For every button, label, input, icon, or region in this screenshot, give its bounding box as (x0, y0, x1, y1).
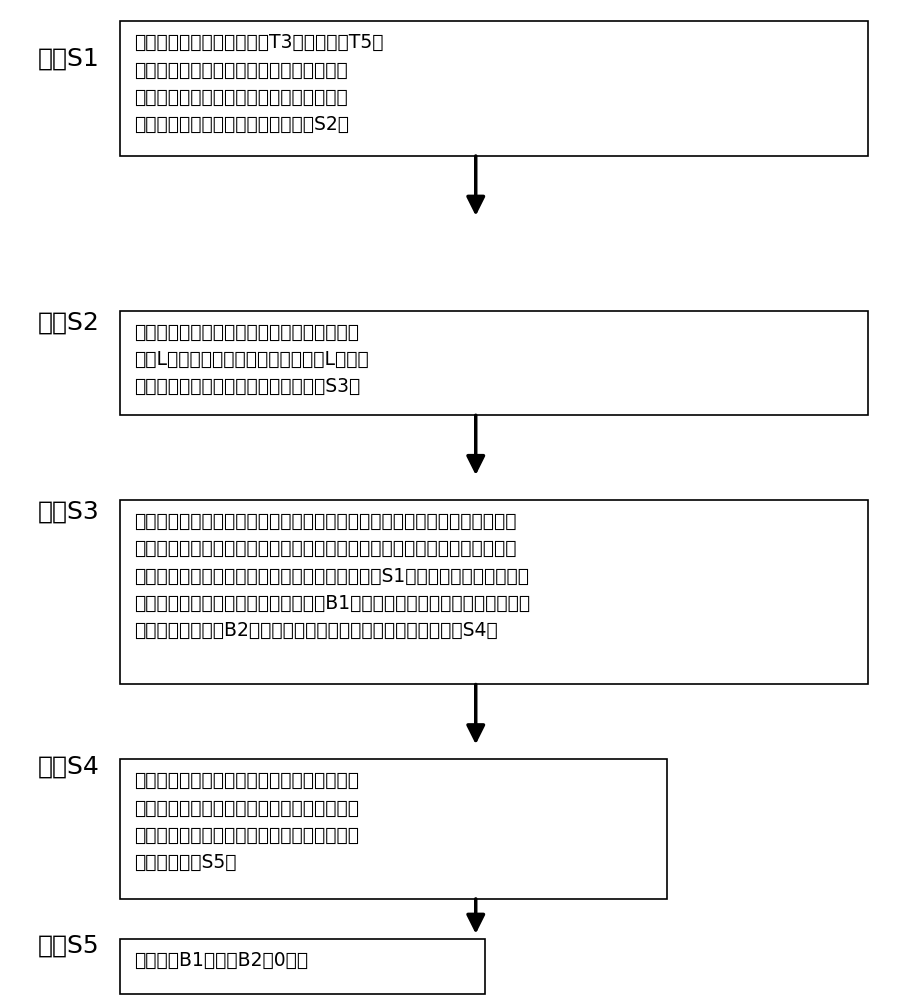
FancyBboxPatch shape (120, 759, 667, 899)
Text: 步骤S4: 步骤S4 (38, 754, 100, 778)
Text: 检测压缩机运行频率，根据压缩机运行频率与
最低允许回油频率的大小关系，调节回油运转
模式的运行时间，并且，在结束回油运转模式
后，运行步骤S5；: 检测压缩机运行频率，根据压缩机运行频率与 最低允许回油频率的大小关系，调节回油运… (134, 771, 359, 872)
FancyBboxPatch shape (120, 939, 485, 994)
Text: 空调系统运行回油运转模式，将空调系统调节为制冷模式，然后，调节压缩机
运行频率以回油频率的最低频率运行，调节室外电子膨胀阀至第一预设开度，
室内换热器的风机停止: 空调系统运行回油运转模式，将空调系统调节为制冷模式，然后，调节压缩机 运行频率以… (134, 512, 530, 640)
FancyBboxPatch shape (120, 311, 868, 415)
FancyBboxPatch shape (120, 500, 868, 684)
Text: 步骤S2: 步骤S2 (38, 311, 100, 335)
Text: 空调系统持续检测冷凝温度T3、排气温度T5、
压缩机频率、压缩机回油量和压缩机转速，
在每个额定时间内计算一次系统油吐出量；
在计算得到系统油吐出量后运行步骤S: 空调系统持续检测冷凝温度T3、排气温度T5、 压缩机频率、压缩机回油量和压缩机转… (134, 33, 383, 134)
Text: 步骤S1: 步骤S1 (38, 46, 100, 70)
Text: 步骤S3: 步骤S3 (38, 500, 100, 524)
Text: 调节开度B1和开度B2至0步。: 调节开度B1和开度B2至0步。 (134, 951, 307, 970)
Text: 根据空调系统的运行状态，计算系统累计油吐
出量L，然后，根据系统累计油吐出量L和压缩
机回油量的大小关系判断是否运行步骤S3；: 根据空调系统的运行状态，计算系统累计油吐 出量L，然后，根据系统累计油吐出量L和… (134, 322, 369, 396)
Text: 步骤S5: 步骤S5 (38, 934, 100, 958)
FancyBboxPatch shape (120, 21, 868, 156)
